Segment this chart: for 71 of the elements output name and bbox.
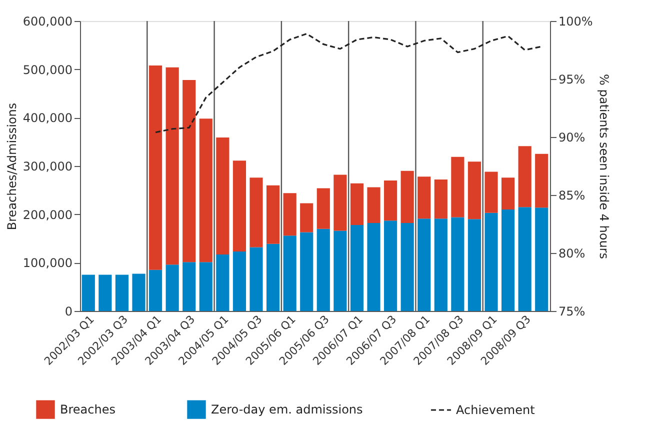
bar: [216, 137, 230, 254]
bar: [166, 67, 179, 265]
bar: [115, 274, 129, 311]
bar: [283, 236, 296, 311]
bar: [283, 193, 296, 236]
bar: [266, 244, 280, 311]
bar: [451, 217, 464, 311]
bar: [132, 274, 146, 311]
bar: [484, 212, 498, 311]
bar: [468, 219, 482, 311]
y2-axis-title: % patients seen inside 4 hours: [596, 74, 611, 259]
y-tick-label: 400,000: [22, 111, 72, 126]
bar: [384, 220, 398, 311]
y-tick-label: 600,000: [22, 14, 72, 28]
bar: [199, 118, 212, 262]
y-tick-label: 200,000: [22, 208, 72, 222]
y2-tick-label: 75%: [558, 304, 586, 318]
bar: [82, 274, 95, 311]
bar: [316, 228, 330, 311]
y-tick-label: 300,000: [22, 160, 72, 174]
bar: [418, 218, 431, 311]
bar: [232, 252, 246, 311]
bar: [334, 174, 347, 231]
legend-label: Zero-day em. admissions: [211, 402, 363, 417]
y-tick-label: 100,000: [22, 256, 72, 270]
bar: [518, 207, 532, 311]
bar: [400, 223, 414, 311]
bar: [199, 262, 212, 311]
bar: [434, 218, 448, 311]
bar: [350, 224, 364, 311]
bar: [367, 187, 380, 224]
bar: [182, 80, 196, 262]
legend-label: Breaches: [60, 402, 116, 417]
line-series: [154, 32, 542, 134]
bar: [266, 185, 280, 244]
bar: [501, 178, 515, 210]
y-tick-label: 500,000: [22, 62, 72, 77]
y2-tick-label: 85%: [558, 188, 586, 202]
bar: [250, 247, 263, 311]
bar: [98, 274, 112, 311]
bar: [350, 183, 364, 225]
bar: [451, 156, 464, 218]
bar: [300, 232, 314, 311]
y-axis-title: Breaches/Admissions: [4, 102, 19, 230]
bar: [316, 188, 330, 229]
y-tick-label: 0: [64, 304, 72, 318]
bar: [484, 172, 498, 213]
y2-tick-label: 80%: [558, 246, 586, 260]
bar: [501, 210, 515, 311]
bar: [300, 203, 314, 232]
bar: [535, 154, 548, 208]
bar: [232, 160, 246, 252]
bar: [334, 230, 347, 311]
bar: [468, 162, 482, 220]
bar: [216, 254, 230, 311]
bar: [148, 270, 162, 311]
bar: [434, 180, 448, 219]
bar: [250, 178, 263, 248]
bar: [418, 176, 431, 219]
legend-label: Achievement: [456, 403, 536, 417]
y2-tick-label: 95%: [558, 72, 586, 86]
bar: [148, 65, 162, 270]
bar: [182, 262, 196, 311]
bar: [367, 223, 380, 311]
bar: [518, 146, 532, 208]
bar: [166, 264, 179, 311]
bar: [400, 170, 414, 224]
y2-tick-label: 90%: [558, 130, 586, 144]
bar: [535, 208, 548, 311]
bar: [384, 180, 398, 221]
y2-tick-label: 100%: [558, 14, 593, 28]
